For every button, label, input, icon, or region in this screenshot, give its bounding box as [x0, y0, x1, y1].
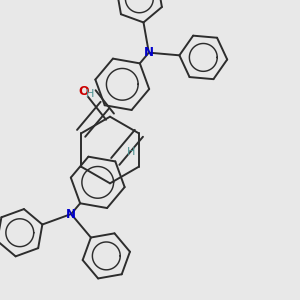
Text: H: H: [85, 88, 94, 99]
Text: N: N: [144, 46, 154, 59]
Text: N: N: [66, 208, 76, 220]
Text: H: H: [127, 147, 136, 157]
Text: O: O: [78, 85, 88, 98]
